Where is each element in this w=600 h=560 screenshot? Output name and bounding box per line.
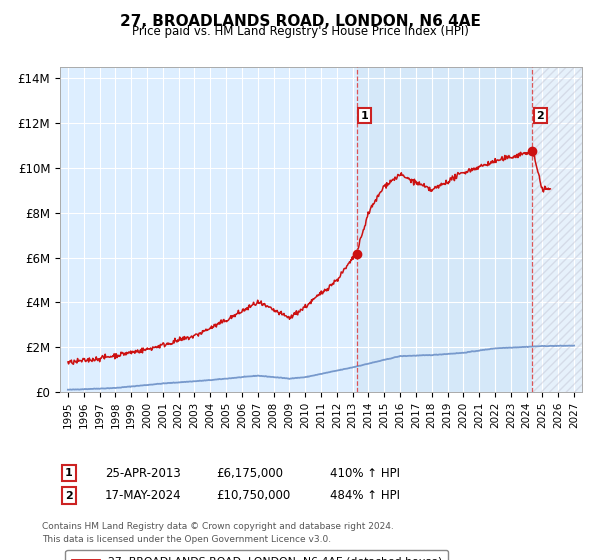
Text: 27, BROADLANDS ROAD, LONDON, N6 4AE: 27, BROADLANDS ROAD, LONDON, N6 4AE (119, 14, 481, 29)
Text: 25-APR-2013: 25-APR-2013 (105, 466, 181, 480)
Bar (532, 67, 582, 392)
Legend: 27, BROADLANDS ROAD, LONDON, N6 4AE (detached house), HPI: Average price, detach: 27, BROADLANDS ROAD, LONDON, N6 4AE (det… (65, 549, 448, 560)
Text: 1: 1 (65, 468, 73, 478)
Bar (356, 67, 532, 392)
Text: £10,750,000: £10,750,000 (216, 489, 290, 502)
Text: Contains HM Land Registry data © Crown copyright and database right 2024.: Contains HM Land Registry data © Crown c… (42, 522, 394, 531)
Text: Price paid vs. HM Land Registry's House Price Index (HPI): Price paid vs. HM Land Registry's House … (131, 25, 469, 38)
Text: This data is licensed under the Open Government Licence v3.0.: This data is licensed under the Open Gov… (42, 535, 331, 544)
Text: 2: 2 (65, 491, 73, 501)
Text: 484% ↑ HPI: 484% ↑ HPI (330, 489, 400, 502)
Text: 1: 1 (361, 111, 368, 121)
Text: £6,175,000: £6,175,000 (216, 466, 283, 480)
Text: 17-MAY-2024: 17-MAY-2024 (105, 489, 182, 502)
Text: 2: 2 (536, 111, 544, 121)
Text: 410% ↑ HPI: 410% ↑ HPI (330, 466, 400, 480)
